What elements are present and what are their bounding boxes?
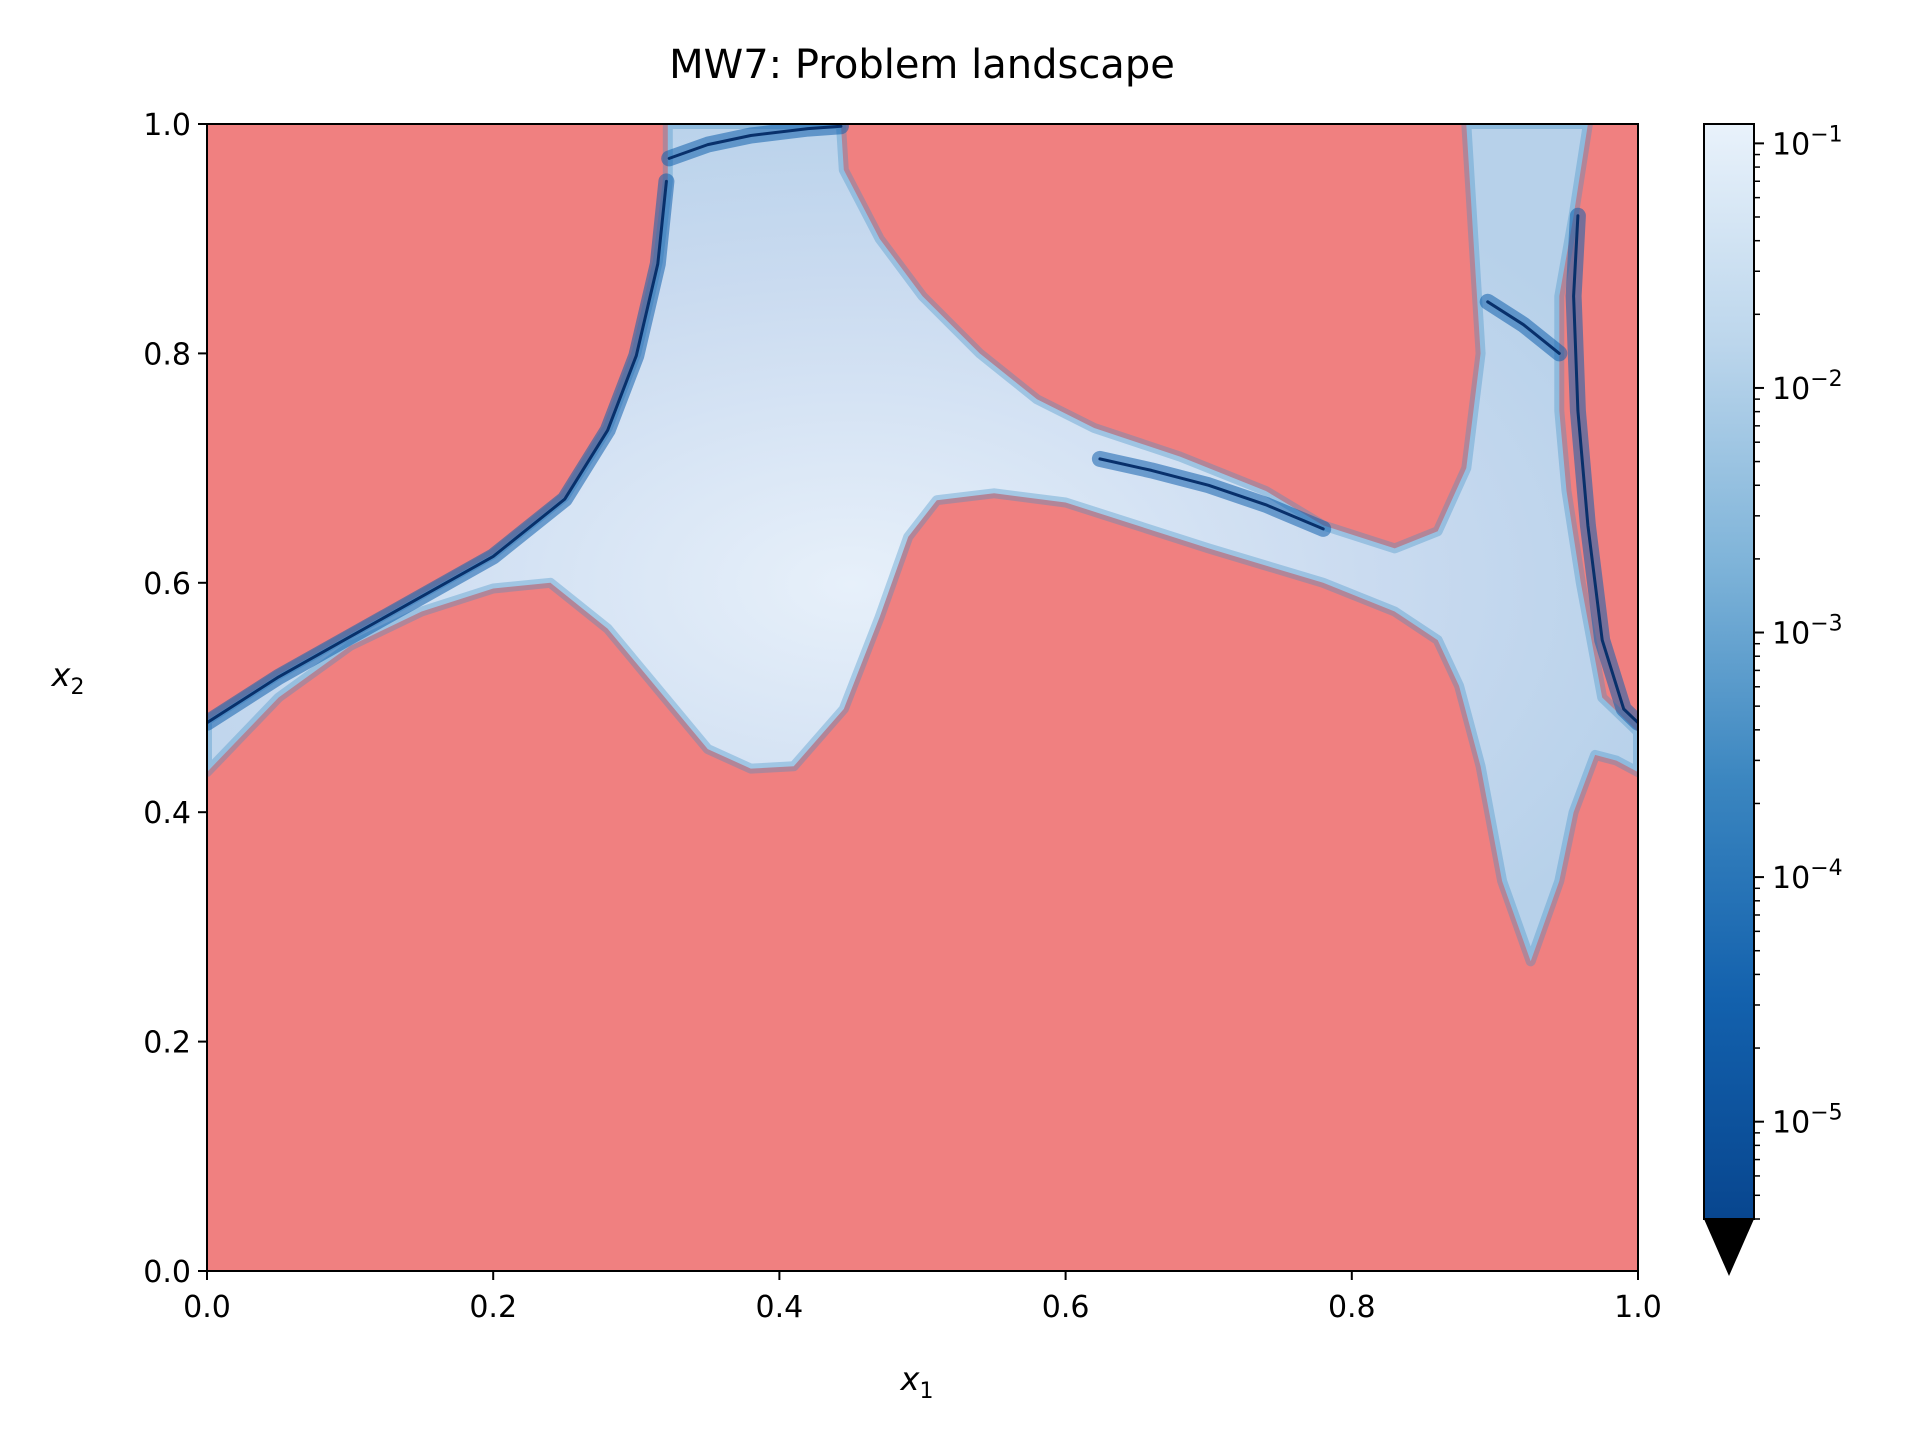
colorbar-tick-base-2: 10 (1772, 617, 1810, 652)
colorbar-gradient (1703, 123, 1755, 1220)
colorbar: 10−510−410−310−210−1 (1703, 122, 1843, 1276)
x-tick-label-3: 0.6 (1042, 1290, 1090, 1325)
plot-frame (206, 123, 1639, 1272)
feasible-region-0 (207, 124, 1638, 962)
colorbar-tick-label-1: 10−4 (1772, 856, 1843, 896)
edge-line-4 (1572, 214, 1638, 725)
y-axis: 0.0 0.2 0.4 0.6 0.8 1.0 (143, 108, 207, 1290)
colorbar-tick-exponent-3: −2 (1810, 367, 1842, 392)
x-tick-label-0: 0.0 (183, 1290, 231, 1325)
x-axis-label-main: x (900, 1360, 921, 1398)
colorbar-tick-base-0: 10 (1772, 1106, 1810, 1141)
x-tick-label-2: 0.4 (756, 1290, 804, 1325)
chart-title: MW7: Problem landscape (669, 42, 1175, 88)
x-tick-label-4: 0.8 (1328, 1290, 1376, 1325)
y-axis-label-sub: 2 (70, 675, 84, 700)
plot-area (207, 124, 1638, 1271)
x-axis: 0.0 0.2 0.4 0.6 0.8 1.0 (183, 1271, 1662, 1325)
y-tick-label-5: 1.0 (143, 108, 191, 143)
colorbar-ticks: 10−510−410−310−210−1 (1754, 122, 1843, 1220)
x-axis-label-sub: 1 (919, 1379, 933, 1404)
colorbar-tick-label-4: 10−1 (1772, 122, 1843, 162)
y-tick-label-3: 0.6 (143, 567, 191, 602)
colorbar-tick-base-1: 10 (1772, 861, 1810, 896)
colorbar-tick-base-3: 10 (1772, 372, 1810, 407)
colorbar-tick-label-2: 10−3 (1772, 612, 1843, 652)
x-tick-label-5: 1.0 (1614, 1290, 1662, 1325)
edge-line-0 (207, 179, 668, 725)
x-axis-label: x1 (900, 1360, 934, 1404)
feasible-regions (207, 124, 1638, 967)
x-tick-label-1: 0.2 (469, 1290, 517, 1325)
edge-line-2 (1098, 457, 1325, 531)
edge-line-1 (667, 124, 843, 160)
colorbar-tick-label-3: 10−2 (1772, 367, 1843, 407)
y-axis-label-main: x (51, 656, 72, 694)
colorbar-tick-exponent-1: −4 (1810, 856, 1842, 881)
y-axis-label: x2 (51, 656, 85, 700)
edge-line-3 (1486, 300, 1561, 355)
y-tick-label-1: 0.2 (143, 1026, 191, 1061)
colorbar-tick-base-4: 10 (1772, 127, 1810, 162)
colorbar-extend-min (1704, 1219, 1754, 1276)
colorbar-tick-label-0: 10−5 (1772, 1101, 1843, 1141)
constraint-edges (207, 124, 1638, 731)
colorbar-tick-exponent-4: −1 (1810, 122, 1842, 147)
y-tick-label-2: 0.4 (143, 796, 191, 831)
colorbar-tick-exponent-2: −3 (1810, 612, 1842, 637)
y-tick-label-0: 0.0 (143, 1255, 191, 1290)
colorbar-tick-exponent-0: −5 (1810, 1101, 1842, 1126)
y-tick-label-4: 0.8 (143, 337, 191, 372)
feasible-region-fringe-0 (207, 124, 1638, 967)
